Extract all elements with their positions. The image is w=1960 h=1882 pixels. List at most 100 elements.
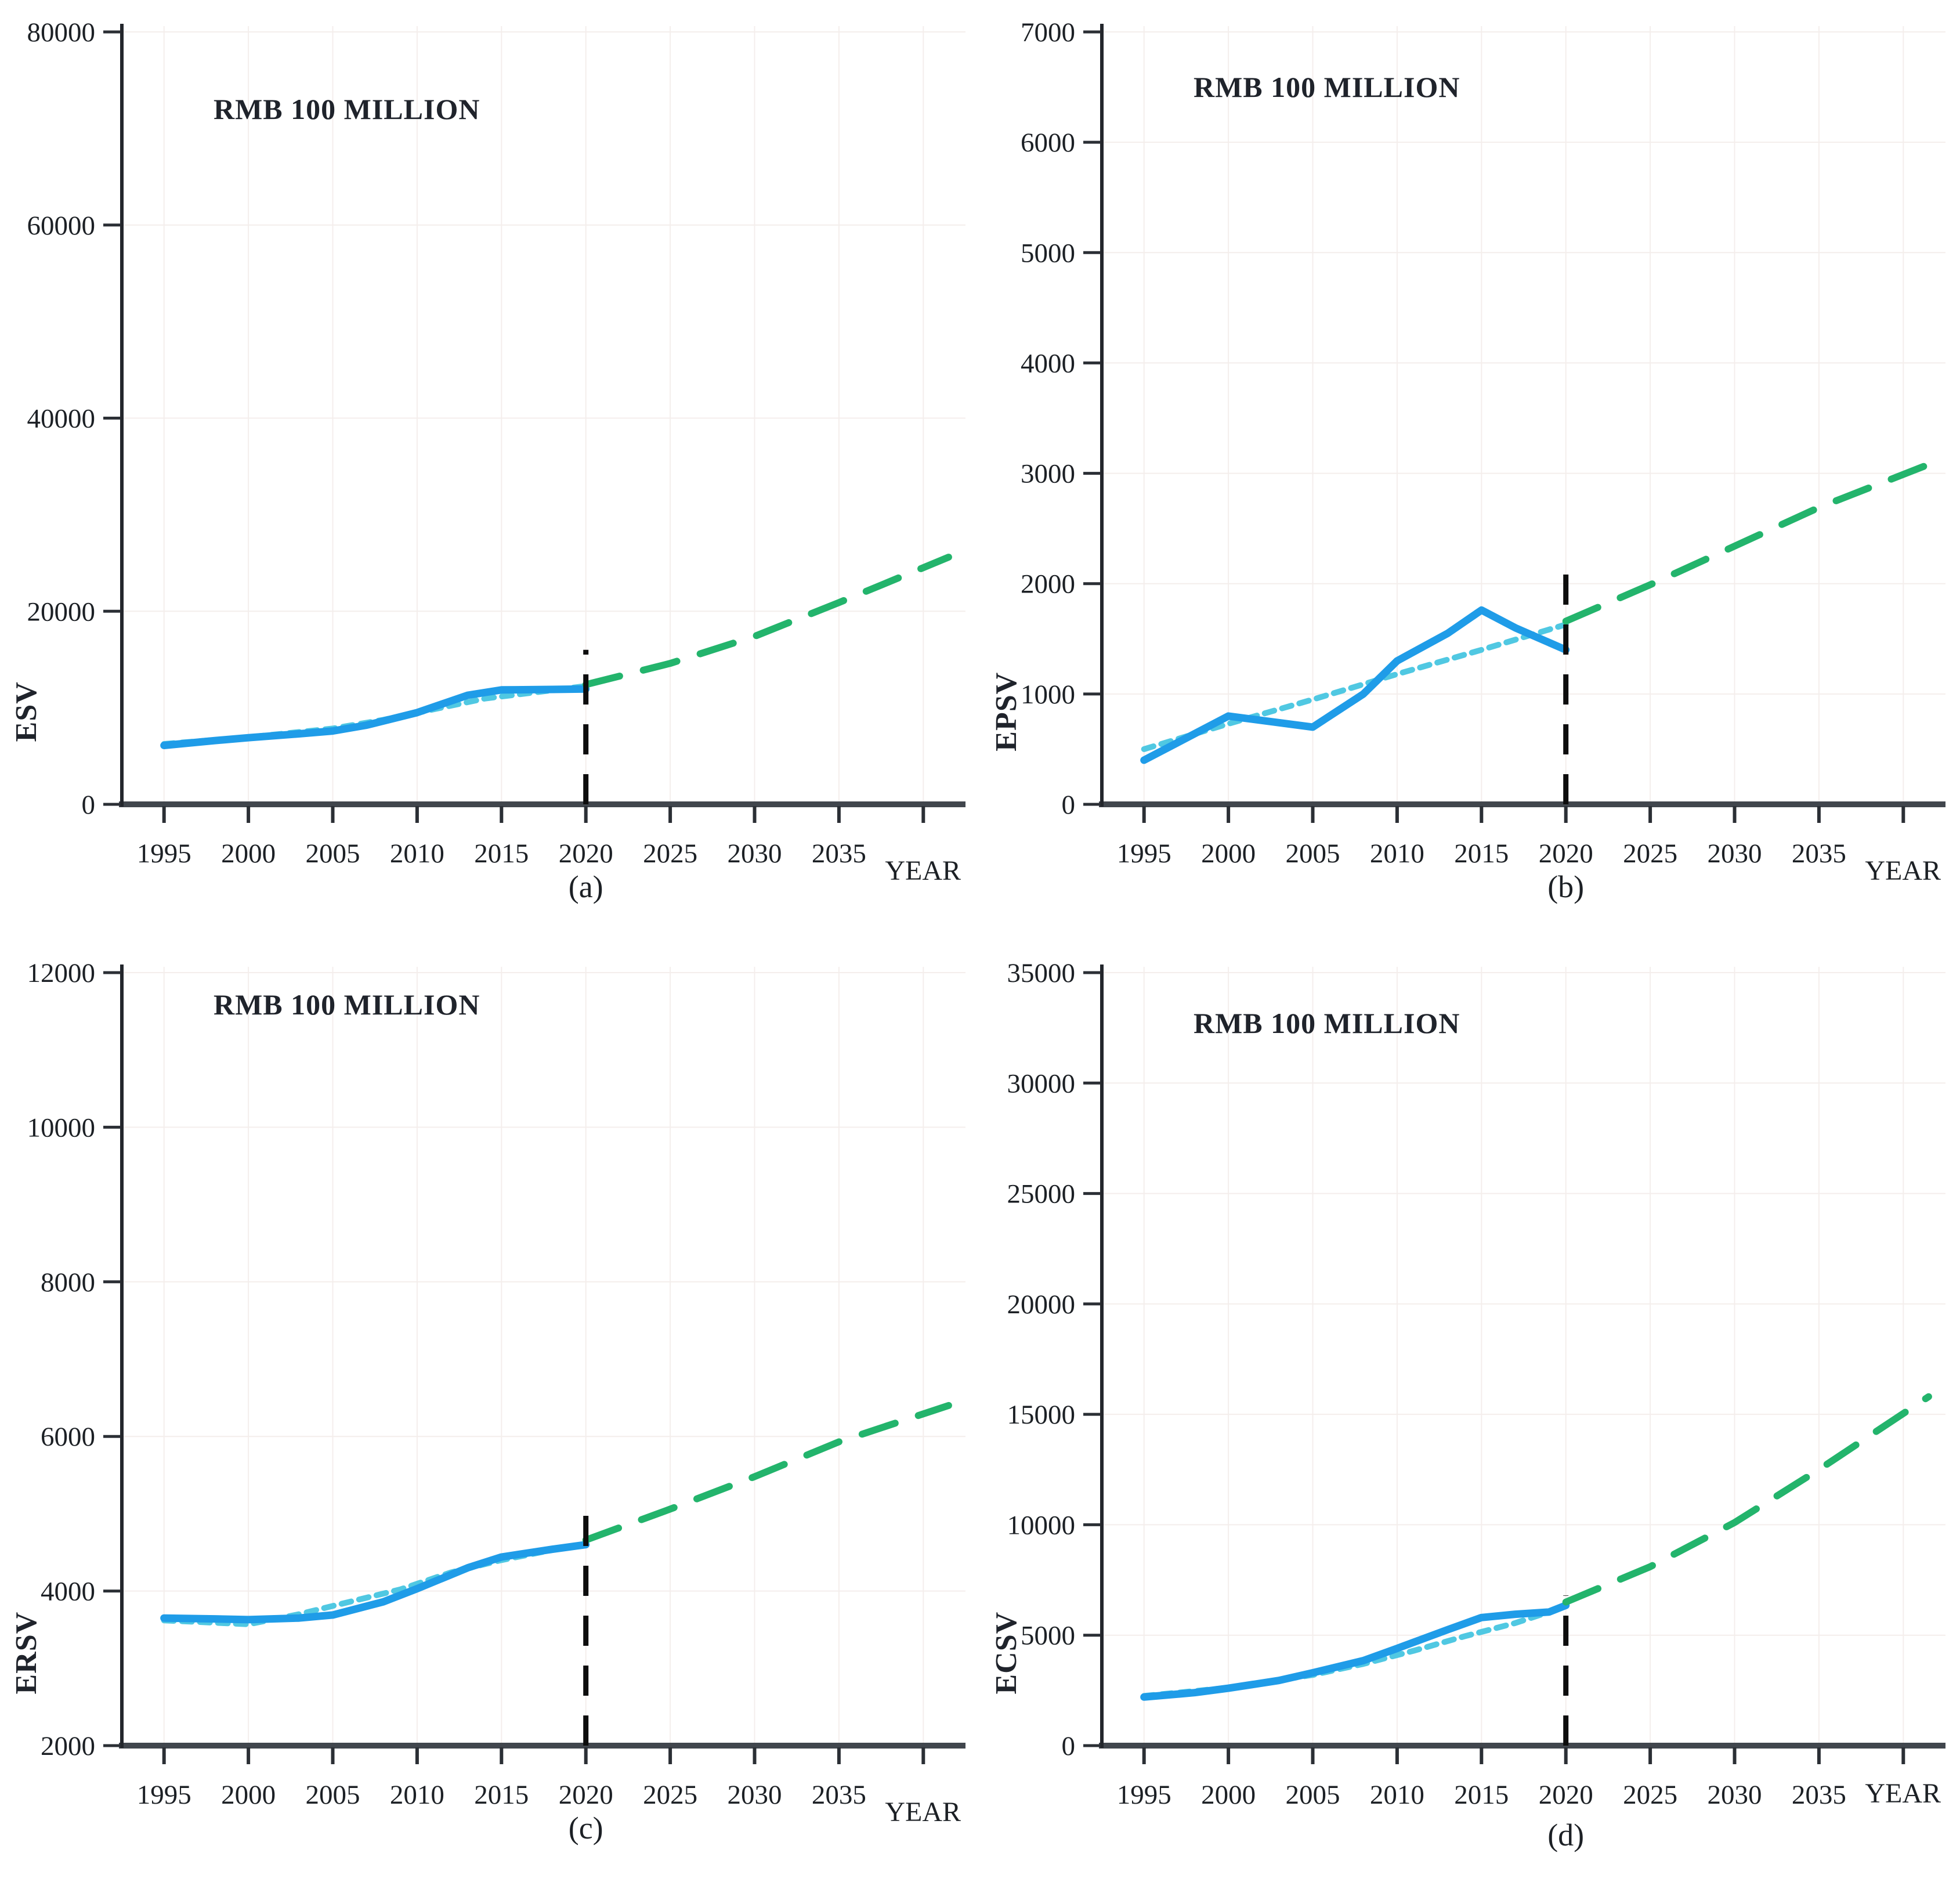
y-tick-label: 6000 xyxy=(1021,128,1075,158)
x-axis-label: YEAR xyxy=(885,1797,961,1827)
fitted-trend-line xyxy=(1141,622,1569,752)
gridlines-b xyxy=(1102,26,1945,805)
x-tick-label: 2015 xyxy=(1454,839,1509,869)
x-axis-label: YEAR xyxy=(1865,855,1941,886)
historical-line xyxy=(1140,606,1570,764)
y-tick-label: 2000 xyxy=(1021,569,1075,599)
x-tick-label: 2005 xyxy=(306,1780,360,1810)
x-tick-label: 2010 xyxy=(1370,1780,1424,1810)
y-tick-label: 5000 xyxy=(1021,1621,1075,1651)
panel-letter: (d) xyxy=(1547,1818,1584,1852)
historical-line xyxy=(1140,1601,1570,1701)
x-tick-label: 2035 xyxy=(1792,1780,1846,1810)
y-tick-label: 25000 xyxy=(1007,1179,1076,1209)
chart-c: 1995 2000 2005 2010 2015 2020 2025 2030 2035 2000… xyxy=(10,958,965,1845)
y-tick-label: 40000 xyxy=(27,404,96,434)
x-tick-label: 2010 xyxy=(390,1780,444,1810)
x-tick-label: 1995 xyxy=(1117,1780,1171,1810)
projection-line xyxy=(582,1401,952,1544)
x-tick-label: 2020 xyxy=(1539,839,1593,869)
chart-b: 1995 2000 2005 2010 2015 2020 2025 2030 2035 0 100… xyxy=(990,17,1945,904)
y-axis-label: ERSV xyxy=(10,1612,43,1695)
x-tick-label: 2030 xyxy=(728,839,782,869)
y-tick-label: 1000 xyxy=(1021,680,1075,710)
gridlines-c xyxy=(122,967,965,1746)
projection-line xyxy=(1562,461,1932,625)
fitted-trend-line xyxy=(161,683,589,747)
y-tick-label: 0 xyxy=(82,790,96,820)
projection-line xyxy=(582,554,952,688)
x-tick-label: 2030 xyxy=(1708,1780,1762,1810)
x-tick-label: 2025 xyxy=(643,839,697,869)
x-tick-label: 2030 xyxy=(728,1780,782,1810)
chart-a: 1995 2000 2005 2010 2015 2020 2025 2030 2035 0 200… xyxy=(10,17,965,904)
y-tick-label: 12000 xyxy=(27,958,96,988)
y-tick-label: 3000 xyxy=(1021,459,1075,489)
x-tick-label: 2020 xyxy=(1539,1780,1593,1810)
y-axis-label: ECSV xyxy=(990,1612,1023,1695)
y-tick-label: 15000 xyxy=(1007,1400,1076,1430)
x-tick-label: 2025 xyxy=(643,1780,697,1810)
x-tick-label: 2030 xyxy=(1708,839,1762,869)
panel-d-ecsv-chart: 1995 2000 2005 2010 2015 2020 2025 2030 2035 0 500… xyxy=(980,941,1960,1882)
x-tick-label: 2015 xyxy=(474,1780,529,1810)
x-tick-label: 2035 xyxy=(1792,839,1846,869)
x-tick-label: 2025 xyxy=(1623,839,1677,869)
panel-c-ersv-chart: 1995 2000 2005 2010 2015 2020 2025 2030 2035 2000… xyxy=(0,941,980,1882)
y-tick-label: 6000 xyxy=(41,1422,95,1452)
y-tick-label: 5000 xyxy=(1021,238,1075,268)
y-tick-label: 0 xyxy=(1062,1731,1076,1761)
y-tick-label: 4000 xyxy=(41,1577,95,1607)
unit-label: RMB 100 MILLION xyxy=(1194,71,1460,103)
y-tick-label: 4000 xyxy=(1021,348,1075,378)
x-tick-label: 2025 xyxy=(1623,1780,1677,1810)
projection-line xyxy=(1562,1393,1932,1606)
historical-line xyxy=(160,1541,590,1624)
x-tick-label: 2015 xyxy=(474,839,529,869)
x-tick-label: 2000 xyxy=(221,839,276,869)
y-tick-label: 35000 xyxy=(1007,958,1076,988)
x-axis-label: YEAR xyxy=(1865,1778,1941,1809)
x-tick-label: 2035 xyxy=(812,839,866,869)
x-tick-label: 1995 xyxy=(1117,839,1171,869)
unit-label: RMB 100 MILLION xyxy=(1194,1007,1460,1039)
unit-label: RMB 100 MILLION xyxy=(214,93,480,125)
x-tick-label: 1995 xyxy=(137,839,191,869)
x-tick-label: 2020 xyxy=(559,839,613,869)
x-tick-label: 2010 xyxy=(1370,839,1424,869)
x-axis-label: YEAR xyxy=(885,855,961,886)
panel-b-epsv-chart: 1995 2000 2005 2010 2015 2020 2025 2030 2035 0 100… xyxy=(980,0,1960,941)
y-tick-label: 10000 xyxy=(27,1112,96,1143)
panel-letter: (c) xyxy=(569,1811,603,1845)
y-tick-label: 0 xyxy=(1062,790,1076,820)
x-tick-label: 1995 xyxy=(137,1780,191,1810)
y-tick-label: 20000 xyxy=(27,597,96,627)
chart-d: 1995 2000 2005 2010 2015 2020 2025 2030 2035 0 500… xyxy=(990,958,1945,1852)
x-tick-label: 2020 xyxy=(559,1780,613,1810)
y-tick-label: 10000 xyxy=(1007,1510,1076,1540)
x-tick-label: 2005 xyxy=(1286,839,1340,869)
x-tick-label: 2010 xyxy=(390,839,444,869)
y-tick-label: 60000 xyxy=(27,211,96,241)
x-tick-label: 2000 xyxy=(221,1780,276,1810)
panel-letter: (a) xyxy=(569,869,603,904)
x-tick-label: 2000 xyxy=(1201,839,1256,869)
panel-letter: (b) xyxy=(1547,869,1584,904)
y-axis-label: ESV xyxy=(10,681,43,742)
y-tick-label: 30000 xyxy=(1007,1068,1076,1099)
x-tick-label: 2015 xyxy=(1454,1780,1509,1810)
x-tick-label: 2005 xyxy=(1286,1780,1340,1810)
panel-a-esv-chart: 1995 2000 2005 2010 2015 2020 2025 2030 2035 0 200… xyxy=(0,0,980,941)
y-tick-label: 20000 xyxy=(1007,1289,1076,1320)
x-tick-label: 2035 xyxy=(812,1780,866,1810)
y-axis-label: EPSV xyxy=(990,672,1023,752)
x-tick-label: 2005 xyxy=(306,839,360,869)
historical-line xyxy=(160,685,590,749)
y-tick-label: 80000 xyxy=(27,17,96,48)
unit-label: RMB 100 MILLION xyxy=(214,988,480,1021)
gridlines-d xyxy=(1102,967,1945,1746)
x-tick-label: 2000 xyxy=(1201,1780,1256,1810)
y-tick-label: 2000 xyxy=(41,1731,95,1761)
y-tick-label: 8000 xyxy=(41,1267,95,1298)
